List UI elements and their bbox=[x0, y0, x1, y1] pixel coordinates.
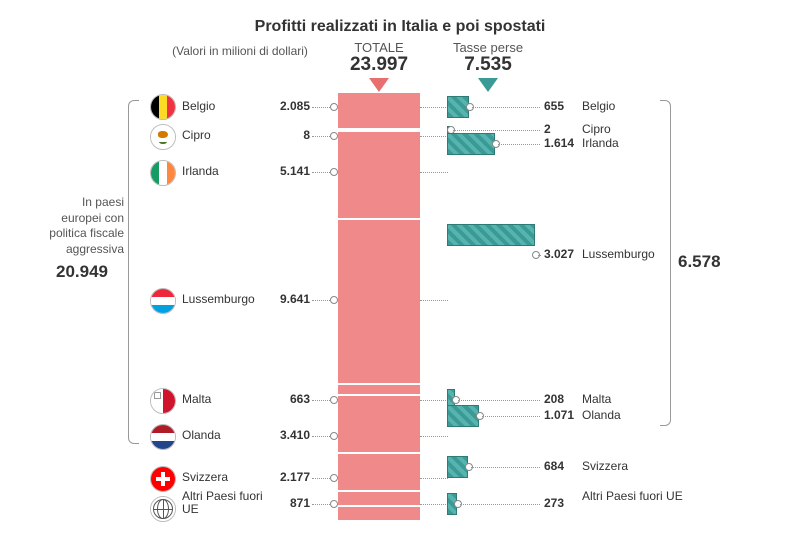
right-group-value: 6.578 bbox=[678, 252, 721, 272]
flag-olanda-icon bbox=[150, 424, 176, 450]
country-right-lussemburgo: Lussemburgo bbox=[582, 247, 692, 261]
tax-bar-belgio bbox=[448, 97, 468, 117]
flag-altri-icon bbox=[150, 496, 176, 522]
tasse-arrow-icon bbox=[478, 78, 498, 92]
tax-value-lussemburgo: 3.027 bbox=[544, 247, 574, 261]
right-bracket bbox=[660, 100, 671, 426]
profit-value-malta: 663 bbox=[262, 392, 310, 406]
country-left-svizzera: Svizzera bbox=[182, 470, 272, 484]
country-left-malta: Malta bbox=[182, 392, 272, 406]
tax-bar-lussemburgo bbox=[448, 225, 534, 245]
country-left-olanda: Olanda bbox=[182, 428, 272, 442]
tax-value-svizzera: 684 bbox=[544, 459, 564, 473]
tax-value-malta: 208 bbox=[544, 392, 564, 406]
country-left-cipro: Cipro bbox=[182, 128, 272, 142]
flag-malta-icon bbox=[150, 388, 176, 414]
tax-value-cipro: 2 bbox=[544, 122, 551, 136]
country-left-lussemburgo: Lussemburgo bbox=[182, 292, 272, 306]
profit-value-irlanda: 5.141 bbox=[262, 164, 310, 178]
profit-value-svizzera: 2.177 bbox=[262, 470, 310, 484]
totale-label: TOTALE bbox=[338, 40, 420, 55]
tax-bar-irlanda bbox=[448, 134, 494, 154]
tax-value-belgio: 655 bbox=[544, 99, 564, 113]
tasse-value: 7.535 bbox=[438, 54, 538, 76]
left-bracket bbox=[128, 100, 139, 444]
country-right-olanda: Olanda bbox=[582, 408, 692, 422]
tax-value-irlanda: 1.614 bbox=[544, 136, 574, 150]
country-right-cipro: Cipro bbox=[582, 122, 692, 136]
left-group-value: 20.949 bbox=[56, 262, 108, 282]
profit-value-lussemburgo: 9.641 bbox=[262, 292, 310, 306]
tasse-label: Tasse perse bbox=[438, 40, 538, 55]
totale-value: 23.997 bbox=[328, 54, 430, 76]
country-left-irlanda: Irlanda bbox=[182, 164, 272, 178]
tax-bar-olanda bbox=[448, 406, 478, 426]
country-right-altri: Altri Paesi fuori UE bbox=[582, 490, 692, 503]
totale-arrow-icon bbox=[369, 78, 389, 92]
flag-irlanda-icon bbox=[150, 160, 176, 186]
country-right-svizzera: Svizzera bbox=[582, 459, 692, 473]
tax-value-altri: 273 bbox=[544, 496, 564, 510]
tax-value-olanda: 1.071 bbox=[544, 408, 574, 422]
profit-value-belgio: 2.085 bbox=[262, 99, 310, 113]
profit-value-olanda: 3.410 bbox=[262, 428, 310, 442]
flag-belgio-icon bbox=[150, 94, 176, 120]
country-right-irlanda: Irlanda bbox=[582, 136, 692, 150]
profits-stacked-bar bbox=[338, 93, 420, 520]
profit-value-altri: 871 bbox=[262, 496, 310, 510]
left-group-label: In paesi europei con politica fiscale ag… bbox=[44, 195, 124, 257]
flag-svizzera-icon bbox=[150, 466, 176, 492]
country-right-malta: Malta bbox=[582, 392, 692, 406]
profit-value-cipro: 8 bbox=[262, 128, 310, 142]
flag-lussemburgo-icon bbox=[150, 288, 176, 314]
country-left-altri: Altri Paesi fuori UE bbox=[182, 490, 272, 516]
page-title: Profitti realizzati in Italia e poi spos… bbox=[0, 18, 800, 36]
country-right-belgio: Belgio bbox=[582, 99, 692, 113]
country-left-belgio: Belgio bbox=[182, 99, 272, 113]
units-subtitle: (Valori in milioni di dollari) bbox=[145, 44, 335, 58]
flag-cipro-icon bbox=[150, 124, 176, 150]
